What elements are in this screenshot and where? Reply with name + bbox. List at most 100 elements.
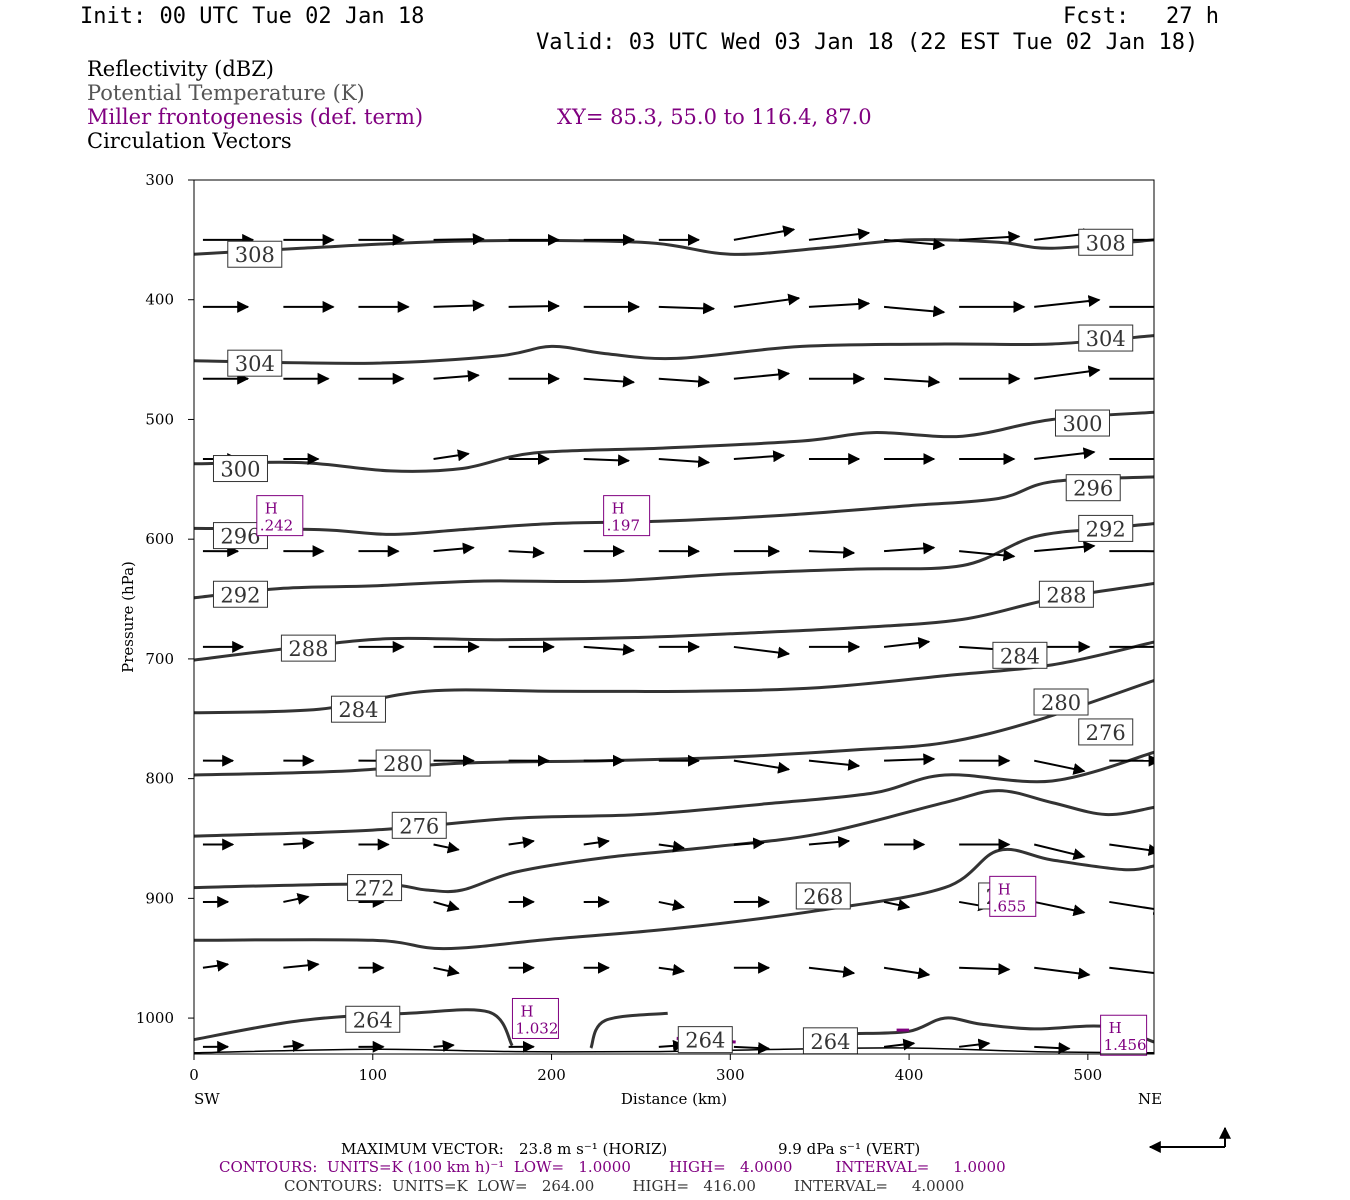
circulation-vector xyxy=(883,305,946,318)
max-vector-label: MAXIMUM VECTOR: xyxy=(341,1140,504,1158)
contour-label: 296 xyxy=(1073,477,1113,501)
frontogenesis-max-box xyxy=(1100,1014,1148,1056)
theta-contour-264b xyxy=(589,1011,668,1049)
theta-contour-304 xyxy=(194,334,1154,365)
legend-reflectivity: Reflectivity (dBZ) xyxy=(87,57,275,81)
frontogenesis-max-box xyxy=(603,495,651,537)
circulation-vector xyxy=(883,375,941,388)
contour-label: 284 xyxy=(1000,644,1040,668)
forecast-label: Fcst: xyxy=(1063,4,1130,29)
theta-contour-288 xyxy=(194,582,1154,662)
circulation-vector xyxy=(433,299,485,312)
y-tick-label: 400 xyxy=(145,291,174,309)
circulation-vector xyxy=(883,899,911,911)
contour-label: 288 xyxy=(1046,583,1086,607)
circulation-vector xyxy=(658,840,685,853)
contour-label-box xyxy=(212,580,268,608)
contour-label: 296 xyxy=(220,525,260,549)
surface-line xyxy=(194,1047,1154,1054)
circulation-vector xyxy=(658,375,711,388)
circulation-vector xyxy=(1109,966,1154,975)
x-tick-label: 200 xyxy=(537,1066,566,1084)
theta-contour-280 xyxy=(194,679,1154,777)
max-vector-horiz: 23.8 m s⁻¹ (HORIZ) xyxy=(519,1140,668,1158)
circulation-vector xyxy=(883,1038,916,1051)
theta-contour-296 xyxy=(194,475,1154,536)
circulation-vector xyxy=(883,636,931,649)
circulation-vector xyxy=(808,965,856,978)
y-tick-label: 600 xyxy=(145,530,174,548)
frontogenesis-max-value: .242 xyxy=(260,517,293,535)
sw-end-label: SW xyxy=(194,1090,220,1108)
contour-label: 304 xyxy=(1086,327,1126,351)
circulation-vector xyxy=(283,959,320,972)
frontogenesis-max-value: 1.456 xyxy=(1104,1036,1147,1054)
y-tick-label: 500 xyxy=(145,410,174,428)
contour-label-box xyxy=(1065,474,1121,502)
circulation-vector xyxy=(959,1038,991,1051)
frontogenesis-max-box xyxy=(256,495,304,537)
theta-contour-272 xyxy=(194,789,1154,894)
circulation-vector xyxy=(433,233,485,246)
frontogenesis-max-value: .655 xyxy=(993,897,1026,915)
contour-label-box xyxy=(347,874,403,902)
circulation-vector xyxy=(508,836,535,849)
x-axis-label: Distance (km) xyxy=(621,1090,727,1108)
circulation-vector xyxy=(1034,759,1086,775)
contour-label: 284 xyxy=(338,698,378,722)
circulation-vector xyxy=(433,900,460,912)
circulation-vector xyxy=(733,837,766,850)
circulation-vector xyxy=(1034,540,1096,553)
contour-label: 264 xyxy=(685,1029,725,1053)
frontogenesis-max-box xyxy=(511,997,559,1039)
frontogenesis-max-value: .197 xyxy=(607,517,640,535)
circulation-vector xyxy=(433,964,460,977)
contour-label-box xyxy=(391,811,447,839)
forecast-hour: 27 h xyxy=(1166,4,1219,29)
circulation-vector xyxy=(959,231,1021,244)
contour-label-box xyxy=(1033,688,1089,716)
contour-label: 276 xyxy=(399,814,439,838)
contour-label-box xyxy=(1078,228,1134,256)
contour-label: 276 xyxy=(1086,721,1126,745)
y-tick-label: 800 xyxy=(145,770,174,788)
circulation-vector xyxy=(883,238,946,251)
circulation-vector xyxy=(733,1042,771,1054)
valid-time: Valid: 03 UTC Wed 03 Jan 18 (22 EST Tue … xyxy=(536,30,1199,55)
circulation-vector xyxy=(959,963,1011,976)
contour-label-box xyxy=(330,695,386,723)
y-tick-label: 700 xyxy=(145,650,174,668)
contour-label-box xyxy=(1078,324,1134,352)
contour-label: 292 xyxy=(1086,517,1126,541)
theta-contour-300 xyxy=(194,410,1154,473)
circulation-vector xyxy=(433,1040,455,1052)
frontogenesis-max-value: 1.032 xyxy=(515,1019,558,1037)
y-tick-label: 300 xyxy=(145,171,174,189)
contour-label-box xyxy=(1038,580,1094,608)
circulation-vector xyxy=(733,225,796,241)
contour-label-box xyxy=(1078,514,1134,542)
contour-label-box xyxy=(227,240,283,268)
circulation-vector xyxy=(733,759,791,774)
circulation-vector xyxy=(1033,843,1086,860)
circulation-vector xyxy=(959,549,1016,562)
contour-label-box xyxy=(1054,409,1110,437)
x-tick-label: 500 xyxy=(1074,1066,1103,1084)
circulation-vector xyxy=(583,643,635,656)
circulation-vector xyxy=(433,841,460,854)
contour-label: 264 xyxy=(353,1008,393,1032)
circulation-vector xyxy=(883,542,936,555)
circulation-vector xyxy=(808,228,871,241)
circulation-vector xyxy=(283,837,315,850)
ne-end-label: NE xyxy=(1138,1090,1162,1108)
contour-label: 288 xyxy=(288,637,328,661)
contour-label-box xyxy=(795,882,851,910)
circulation-vector xyxy=(1034,447,1096,460)
frontogenesis-contour-info: CONTOURS: UNITS=K (100 km h)⁻¹ LOW= 1.00… xyxy=(219,1158,1006,1176)
circulation-vector xyxy=(658,455,711,468)
circulation-vector xyxy=(583,454,630,467)
frontogenesis-max-box xyxy=(989,875,1037,917)
circulation-vector xyxy=(733,368,791,381)
circulation-vector xyxy=(884,753,936,766)
circulation-vector xyxy=(1034,1042,1071,1054)
